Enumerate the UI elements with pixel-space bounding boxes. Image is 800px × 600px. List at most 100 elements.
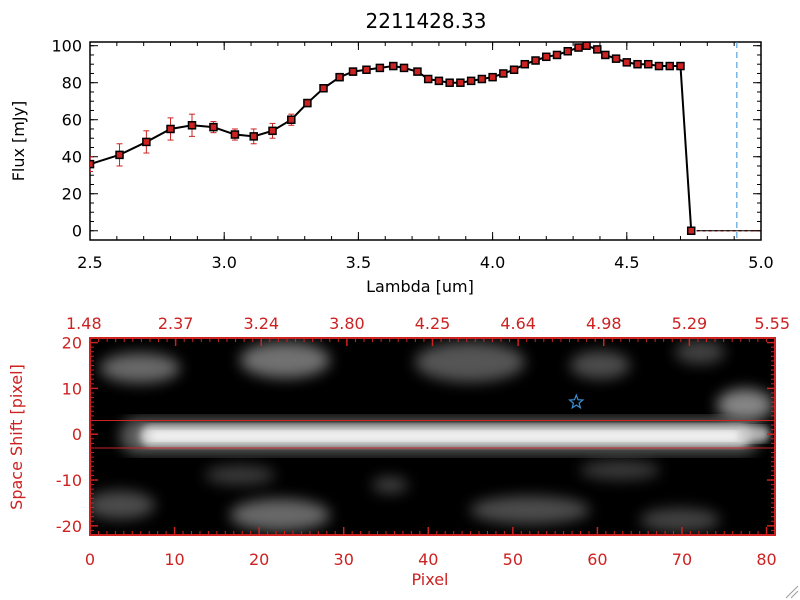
- data-point: [488, 72, 497, 82]
- y-tick-label: 60: [62, 111, 82, 130]
- pixel-x-ticks: 0 10 20 30 40 50 60 70 80: [85, 527, 777, 569]
- wavelength-tick-label: 1.48: [66, 314, 102, 333]
- pixel-tick-label: 10: [164, 550, 184, 569]
- data-point: [542, 52, 551, 62]
- data-point: [142, 137, 151, 147]
- pixel-tick-label: 30: [334, 550, 354, 569]
- data-point: [456, 78, 465, 87]
- x-tick-label: 2.5: [77, 253, 102, 272]
- data-point: [389, 61, 398, 71]
- data-point: [676, 61, 685, 71]
- wavelength-tick-label: 4.25: [415, 314, 451, 333]
- spectrum-x-axis-label: Lambda [um]: [366, 277, 474, 296]
- flux-line: [90, 44, 693, 231]
- data-point: [362, 65, 371, 75]
- data-point: [654, 61, 664, 71]
- data-point: [552, 50, 562, 60]
- x-tick-label: 3.5: [346, 253, 371, 272]
- spectrum-series: [90, 42, 761, 235]
- x-tick-label: 4.5: [614, 253, 639, 272]
- shift-tick-label: 10: [62, 379, 82, 398]
- y-tick-label: 80: [62, 74, 82, 93]
- data-point: [287, 115, 296, 124]
- y-tick-label: 100: [51, 37, 82, 56]
- chart-title: 2211428.33: [366, 9, 487, 33]
- resize-grip-icon[interactable]: [785, 585, 799, 599]
- data-point: [115, 150, 124, 160]
- data-point: [348, 67, 358, 76]
- data-point: [375, 63, 385, 73]
- spectrum-x-ticks: 2.5 3.0 3.5 4.0 4.5 5.0: [77, 42, 774, 272]
- data-point: [601, 50, 610, 60]
- data-point: [499, 69, 508, 78]
- data-point: [582, 42, 591, 50]
- pixel-tick-label: 70: [672, 550, 692, 569]
- wavelength-tick-label: 5.29: [672, 314, 708, 333]
- star-icon: [568, 393, 585, 410]
- wavelength-tick-label: 3.80: [329, 314, 365, 333]
- shift-tick-label: 0: [72, 425, 82, 444]
- pixel-tick-label: 0: [85, 550, 95, 569]
- data-point: [520, 59, 530, 69]
- data-point: [622, 58, 632, 67]
- wavelength-tick-label: 4.98: [586, 314, 622, 333]
- data-point: [593, 45, 602, 54]
- spectrum-2d-panel: 0 10 20 30 40 50 60 70 80 -20 -10 0 10 20 1.48 2.37 3.…: [7, 314, 790, 589]
- data-point: [633, 59, 642, 69]
- spectrum-plot-frame: [89, 41, 762, 241]
- x-tick-label: 4.0: [480, 253, 505, 272]
- data-point: [335, 72, 344, 82]
- y-tick-label: 20: [62, 185, 82, 204]
- spectrum-panel: 2211428.33 2.5 3.0 3.5 4.0 4.5 5.0 0 20 40 60 80 1…: [9, 9, 774, 296]
- wavelength-top-ticks: 1.48 2.37 3.24 3.80 4.25 4.64 4.98 5.29 5.55: [66, 314, 790, 346]
- x-tick-label: 3.0: [211, 253, 236, 272]
- data-point: [686, 226, 696, 235]
- wavelength-tick-label: 2.37: [158, 314, 194, 333]
- data-point: [563, 47, 573, 56]
- y-tick-label: 0: [72, 222, 82, 241]
- spectrum-y-axis-label: Flux [mJy]: [9, 101, 28, 182]
- data-point: [166, 124, 175, 134]
- data-point: [303, 98, 312, 108]
- data-point: [531, 56, 540, 65]
- shift-tick-label: -10: [56, 471, 82, 490]
- data-point: [434, 76, 444, 86]
- data-point: [399, 63, 409, 73]
- data-point: [644, 59, 653, 69]
- pixel-tick-label: 40: [418, 550, 438, 569]
- y-tick-label: 40: [62, 148, 82, 167]
- pixel-tick-label: 20: [249, 550, 269, 569]
- data-point: [90, 159, 95, 169]
- data-point: [413, 67, 422, 76]
- wavelength-tick-label: 3.24: [243, 314, 279, 333]
- data-point: [230, 130, 240, 139]
- x-tick-label: 5.0: [748, 253, 773, 272]
- pixel-x-axis-label: Pixel: [411, 570, 448, 589]
- data-point: [611, 54, 621, 63]
- data-point: [268, 126, 277, 136]
- wavelength-tick-label: 5.55: [754, 314, 790, 333]
- wavelength-tick-label: 4.64: [500, 314, 536, 333]
- space-shift-y-axis-label: Space Shift [pixel]: [7, 364, 26, 510]
- data-point: [445, 78, 454, 87]
- data-point: [249, 132, 258, 141]
- data-point: [665, 61, 674, 71]
- space-shift-y-ticks: -20 -10 0 10 20: [56, 334, 775, 536]
- data-point: [423, 74, 433, 84]
- shift-tick-label: -20: [56, 517, 82, 536]
- star-marker: [568, 393, 585, 410]
- spectrum-2d-image: [90, 338, 775, 535]
- pixel-tick-label: 80: [756, 550, 776, 569]
- data-point: [574, 43, 583, 52]
- data-point: [187, 121, 197, 130]
- shift-tick-label: 20: [62, 334, 82, 353]
- spectrum-y-ticks: 0 20 40 60 80 100: [51, 37, 761, 241]
- data-point: [477, 74, 487, 84]
- data-point: [509, 65, 519, 75]
- pixel-tick-label: 50: [503, 550, 523, 569]
- pixel-tick-label: 60: [587, 550, 607, 569]
- data-point: [209, 122, 218, 132]
- data-point: [466, 76, 476, 86]
- data-point: [319, 84, 328, 93]
